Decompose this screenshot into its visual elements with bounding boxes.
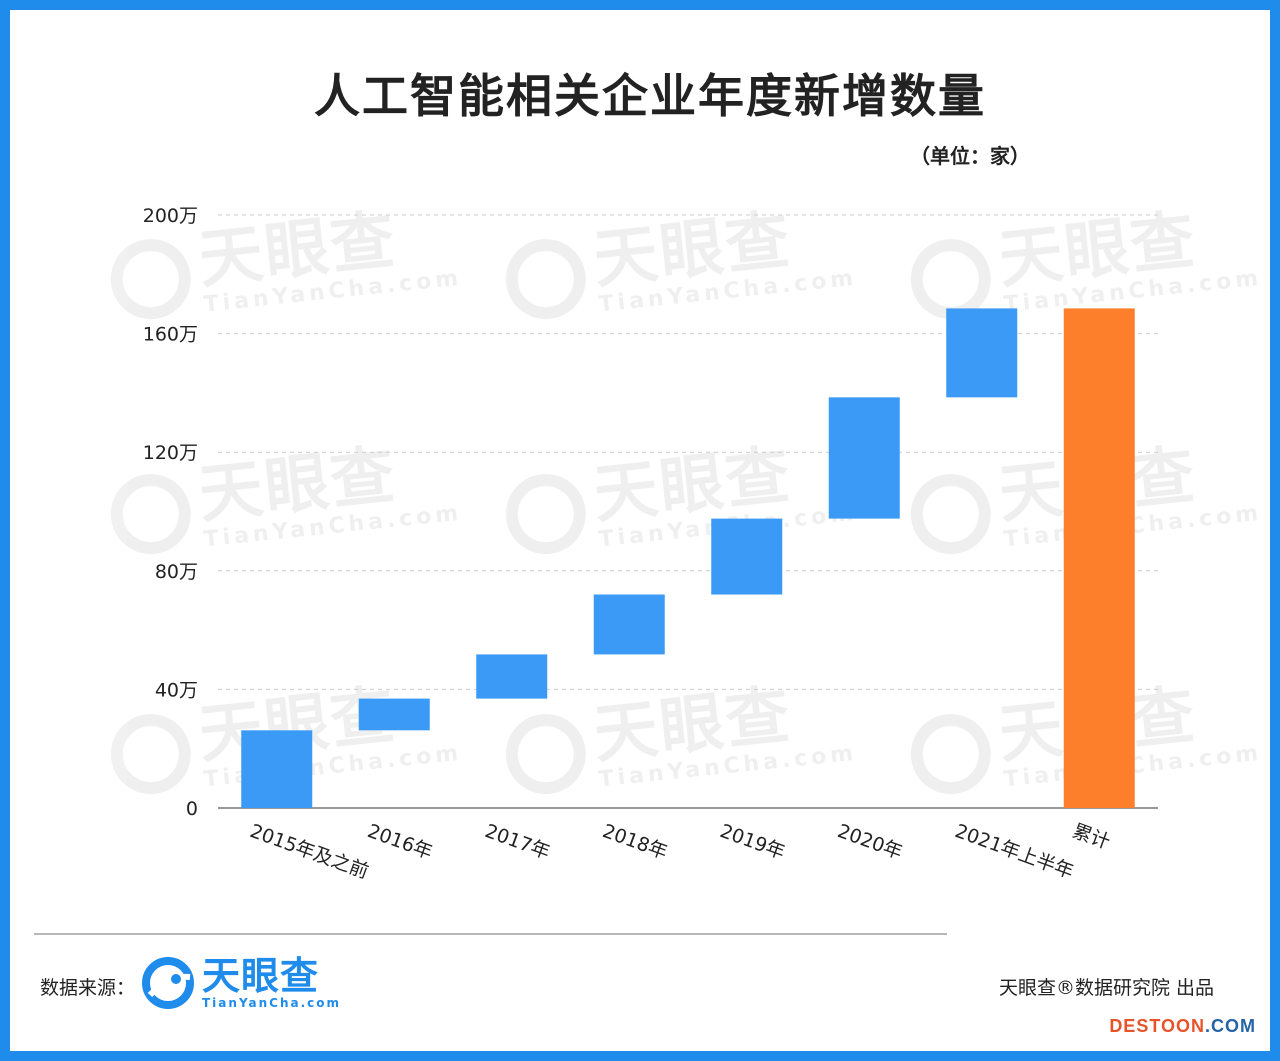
x-tick-label: 2019年 (717, 820, 788, 864)
y-tick-label: 80万 (155, 561, 198, 583)
x-tick-label: 累计 (1070, 820, 1113, 854)
increase-bar (593, 594, 665, 655)
y-tick-label: 0 (186, 798, 198, 820)
x-tick-label: 2020年 (835, 820, 906, 864)
footer-divider (34, 933, 947, 935)
site-watermark: DESTOON.COM (1109, 1016, 1256, 1037)
x-tick-label: 2016年 (365, 820, 436, 864)
increase-bar (711, 518, 783, 595)
tianyancha-logo-icon (142, 957, 194, 1009)
logo-text: 天眼查 (202, 954, 320, 998)
chart-title: 人工智能相关企业年度新增数量 (314, 69, 986, 123)
source-label: 数据来源： (40, 977, 136, 999)
x-tick-label: 2021年上半年 (952, 820, 1076, 883)
increase-bar (241, 730, 313, 808)
y-tick-label: 200万 (143, 205, 198, 227)
increase-bar (476, 654, 548, 699)
site-name: DESTOON (1109, 1016, 1205, 1036)
increase-bar (828, 397, 900, 519)
producer-credit: 天眼查®数据研究院 出品 (998, 977, 1214, 999)
increase-bar (946, 308, 1018, 398)
unit-label: （单位：家） (910, 144, 1030, 168)
y-tick-label: 160万 (143, 324, 198, 346)
increase-bar (358, 698, 430, 731)
x-tick-label: 2018年 (600, 820, 671, 864)
y-tick-label: 120万 (143, 442, 198, 464)
x-tick-label: 2017年 (482, 820, 553, 864)
total-bar (1063, 308, 1135, 808)
x-tick-label: 2015年及之前 (247, 820, 371, 883)
tianyancha-logo: 天眼查 TianYanCha.com (140, 955, 341, 1011)
logo-url: TianYanCha.com (202, 996, 342, 1010)
site-domain: .COM (1205, 1016, 1256, 1036)
y-tick-label: 40万 (155, 679, 198, 701)
